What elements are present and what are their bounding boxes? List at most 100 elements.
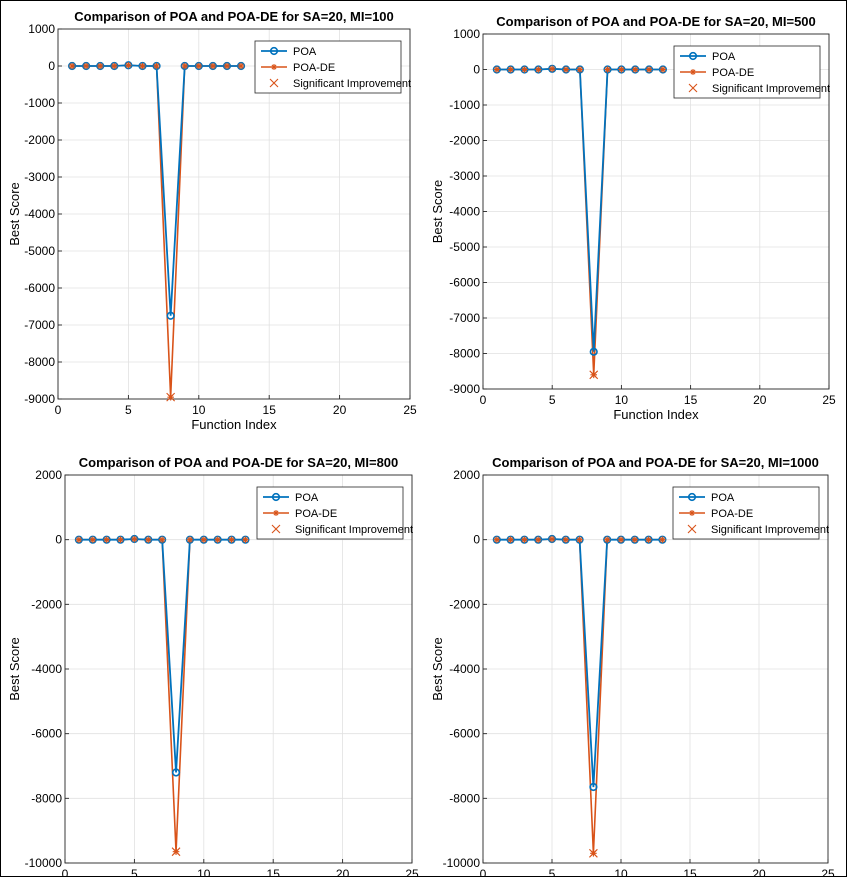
y-tick-label: 2000 — [35, 468, 62, 482]
y-tick-label: -6000 — [449, 727, 480, 741]
poa-point — [658, 535, 667, 544]
y-tick-label: -8000 — [449, 791, 480, 805]
x-tick-label: 5 — [125, 403, 132, 417]
legend-marker-significant — [687, 524, 697, 534]
y-tick-label: -7000 — [449, 311, 480, 325]
poa-de-point — [181, 62, 189, 70]
chart-panel-mi-100: 0 5 10 15 20 25 1000 0 -1000 -2000 -3000 -4000 -5000… — [7, 9, 417, 432]
poa-de-point — [209, 62, 217, 70]
poa-de-point — [96, 62, 104, 70]
poa-de-point — [534, 536, 542, 543]
x-tick-label: 25 — [405, 867, 419, 876]
legend-label-poa: POA — [293, 46, 317, 58]
poa-de-point — [111, 62, 118, 70]
poa-de-point — [576, 536, 583, 543]
poa-de-point — [242, 536, 249, 543]
legend-label-significant: Significant Improvement — [712, 83, 830, 95]
chart-title: Comparison of POA and POA-DE for SA=20, … — [79, 455, 399, 470]
y-tick-label: -2000 — [24, 133, 55, 147]
chart-panel-mi-800: 0 5 10 15 20 25 2000 0 -2000 -4000 -6000 -8000 -1000… — [7, 455, 419, 876]
y-tick-label: -2000 — [31, 597, 62, 611]
y-tick-label: -8000 — [31, 791, 62, 805]
y-tick-label: -10000 — [25, 856, 63, 870]
legend-marker-poa — [687, 492, 697, 502]
x-tick-label: 10 — [192, 403, 206, 417]
poa-de-point — [535, 66, 542, 73]
poa-point — [575, 535, 584, 544]
x-tick-label: 5 — [549, 393, 556, 407]
poa-de-point — [576, 66, 584, 73]
legend-marker-significant — [688, 83, 698, 93]
legend-label-poa: POA — [295, 492, 319, 504]
x-tick-label: 25 — [822, 393, 836, 407]
x-tick-label: 10 — [614, 867, 628, 876]
poa-de-point — [493, 66, 501, 73]
poa-de-point — [659, 536, 666, 543]
y-tick-label: 0 — [55, 533, 62, 547]
x-tick-label: 0 — [62, 867, 69, 876]
x-tick-label: 0 — [480, 867, 487, 876]
poa-de-point — [507, 66, 514, 73]
x-tick-label: 20 — [752, 867, 766, 876]
y-tick-label: -5000 — [24, 244, 55, 258]
y-tick-label: -4000 — [31, 662, 62, 676]
legend-label-significant: Significant Improvement — [293, 78, 411, 90]
significant-improvement-marker — [166, 392, 176, 402]
poa-de-point — [521, 536, 528, 543]
x-tick-label: 5 — [549, 867, 556, 876]
poa-de-point — [507, 536, 514, 543]
chart-title: Comparison of POA and POA-DE for SA=20, … — [74, 9, 394, 24]
chart-title: Comparison of POA and POA-DE for SA=20, … — [496, 14, 816, 29]
x-tick-label: 25 — [403, 403, 417, 417]
poa-de-point — [228, 536, 235, 543]
legend-label-poa-de: POA-DE — [711, 508, 753, 520]
poa-de-point — [645, 66, 653, 73]
x-tick-label: 25 — [821, 867, 835, 876]
poa-de-point — [186, 536, 194, 543]
x-tick-label: 15 — [683, 867, 697, 876]
x-tick-label: 15 — [267, 867, 281, 876]
legend-marker-poa-de — [690, 69, 696, 75]
y-tick-label: 0 — [473, 63, 480, 77]
x-tick-label: 5 — [131, 867, 138, 876]
legend-label-poa-de: POA-DE — [293, 62, 335, 74]
chart-panel-mi-1000: 0 5 10 15 20 25 2000 0 -2000 -4000 -6000 -8000 -1000… — [430, 455, 835, 876]
poa-point — [506, 535, 515, 544]
y-tick-label: 0 — [48, 59, 55, 73]
y-tick-label: -3000 — [449, 169, 480, 183]
x-tick-label: 15 — [263, 403, 277, 417]
legend-marker-poa-de — [271, 64, 277, 70]
legend-marker-poa — [271, 492, 281, 502]
y-tick-label: -7000 — [24, 318, 55, 332]
poa-de-point — [562, 536, 570, 543]
x-tick-label: 0 — [55, 403, 62, 417]
chart-panel-mi-500: 0 5 10 15 20 25 1000 0 -1000 -2000 -3000 -4000 -5000… — [430, 14, 836, 422]
poa-de-point — [562, 66, 570, 73]
y-tick-label: -10000 — [443, 856, 481, 870]
poa-point — [644, 535, 653, 544]
x-tick-label: 20 — [753, 393, 767, 407]
y-tick-label: -4000 — [24, 207, 55, 221]
y-tick-label: 0 — [473, 533, 480, 547]
y-tick-label: -2000 — [449, 597, 480, 611]
legend-marker-poa — [688, 51, 698, 61]
y-tick-label: -5000 — [449, 240, 480, 254]
legend-label-significant: Significant Improvement — [711, 524, 829, 536]
significant-improvement-marker — [171, 847, 181, 857]
poa-de-point — [82, 62, 90, 70]
poa-point — [166, 311, 175, 320]
poa-de-point — [195, 62, 203, 70]
poa-de-point — [125, 61, 132, 69]
legend-label-poa: POA — [712, 51, 736, 63]
poa-de-point — [89, 536, 97, 543]
poa-de-point — [75, 536, 83, 543]
poa-de-point — [631, 536, 639, 543]
y-tick-label: 1000 — [453, 27, 480, 41]
x-tick-label: 0 — [480, 393, 487, 407]
y-tick-label: -2000 — [449, 134, 480, 148]
poa-de-point — [131, 535, 138, 543]
legend-label-significant: Significant Improvement — [295, 524, 413, 536]
x-tick-label: 10 — [615, 393, 629, 407]
poa-de-point — [158, 536, 166, 543]
y-tick-label: -8000 — [24, 355, 55, 369]
